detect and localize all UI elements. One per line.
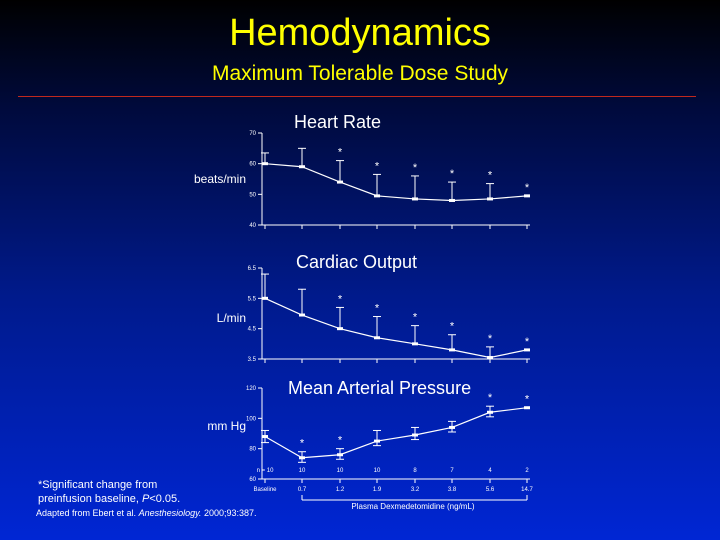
co-significance-asterisk: * bbox=[413, 312, 418, 324]
concentration-label: 3.8 bbox=[448, 487, 457, 493]
hr-significance-asterisk: * bbox=[413, 162, 418, 174]
source-journal: Anesthesiology. bbox=[138, 508, 202, 518]
co-y-tick-label: 4.5 bbox=[248, 327, 257, 333]
n-value: 10 bbox=[374, 468, 381, 474]
co-significance-asterisk: * bbox=[338, 293, 343, 305]
map-ylabel: mm Hg bbox=[207, 419, 246, 433]
footnote-suffix: <0.05. bbox=[149, 493, 181, 505]
concentration-label: 0.7 bbox=[298, 487, 307, 493]
map-data-point bbox=[299, 456, 305, 460]
map-significance-asterisk: * bbox=[525, 394, 530, 406]
map-data-point bbox=[449, 425, 455, 429]
map-y-tick-label: 60 bbox=[249, 477, 256, 483]
n-value: 2 bbox=[525, 468, 529, 474]
hr-data-point bbox=[299, 165, 305, 169]
concentration-label: 1.9 bbox=[373, 487, 382, 493]
significance-footnote: *Significant change from preinfusion bas… bbox=[38, 478, 180, 506]
map-significance-asterisk: * bbox=[488, 392, 493, 404]
source-citation: Adapted from Ebert et al. Anesthesiology… bbox=[36, 508, 257, 518]
map-significance-asterisk: * bbox=[338, 435, 343, 447]
map-y-tick-label: 120 bbox=[246, 386, 257, 392]
map-data-point bbox=[374, 439, 380, 443]
hr-data-point bbox=[412, 197, 418, 201]
concentration-label: 14.7 bbox=[521, 487, 533, 493]
hr-significance-asterisk: * bbox=[488, 170, 493, 182]
co-data-point bbox=[524, 348, 530, 352]
map-significance-asterisk: * bbox=[300, 438, 305, 450]
hr-y-tick-label: 60 bbox=[249, 162, 256, 168]
hr-y-tick-label: 70 bbox=[249, 131, 256, 137]
baseline-label: Baseline bbox=[253, 487, 277, 493]
co-data-point bbox=[337, 327, 343, 331]
hr-y-tick-label: 50 bbox=[249, 192, 256, 198]
slide-title: Hemodynamics bbox=[229, 12, 491, 54]
map-data-point bbox=[412, 433, 418, 437]
hr-significance-asterisk: * bbox=[450, 168, 455, 180]
source-prefix: Adapted from Ebert et al. bbox=[36, 508, 139, 518]
hr-data-point bbox=[337, 180, 343, 184]
co-data-point bbox=[487, 355, 493, 359]
co-significance-asterisk: * bbox=[488, 333, 493, 345]
footnote-prefix: preinfusion baseline, bbox=[38, 493, 142, 505]
n-label: n = 10 bbox=[257, 468, 275, 474]
map-title: Mean Arterial Pressure bbox=[288, 378, 472, 398]
map-data-point bbox=[524, 406, 530, 410]
footnote-p: P bbox=[141, 493, 150, 505]
map-data-point bbox=[262, 435, 268, 439]
n-value: 10 bbox=[337, 468, 344, 474]
hr-data-point bbox=[374, 194, 380, 198]
co-y-tick-label: 5.5 bbox=[248, 296, 257, 302]
n-value: 7 bbox=[450, 468, 454, 474]
n-value: 4 bbox=[488, 468, 492, 474]
footnote-line-2: preinfusion baseline, P<0.05. bbox=[38, 492, 180, 506]
hr-series-line bbox=[264, 163, 528, 202]
hr-data-point bbox=[449, 198, 455, 202]
co-y-tick-label: 6.5 bbox=[248, 266, 257, 272]
hr-significance-asterisk: * bbox=[375, 160, 380, 172]
map-y-tick-label: 80 bbox=[249, 447, 256, 453]
concentration-label: 3.2 bbox=[411, 487, 420, 493]
title-divider bbox=[18, 96, 696, 97]
hr-significance-asterisk: * bbox=[525, 182, 530, 194]
slide-subtitle: Maximum Tolerable Dose Study bbox=[211, 62, 509, 85]
heart-rate-title: Heart Rate bbox=[294, 112, 382, 132]
source-suffix: 2000;93:387. bbox=[201, 508, 257, 518]
co-significance-asterisk: * bbox=[375, 303, 380, 315]
co-data-point bbox=[299, 313, 305, 317]
co-data-point bbox=[449, 348, 455, 352]
co-significance-asterisk: * bbox=[450, 321, 455, 333]
x-axis-title: Plasma Dexmedetomidine (ng/mL) bbox=[351, 502, 475, 511]
co-significance-asterisk: * bbox=[525, 336, 530, 348]
hr-data-point bbox=[487, 197, 493, 201]
hr-y-tick-label: 40 bbox=[249, 223, 256, 229]
co-data-point bbox=[412, 342, 418, 346]
heart-rate-ylabel: beats/min bbox=[193, 172, 246, 186]
n-value: 8 bbox=[413, 468, 417, 474]
co-data-point bbox=[374, 336, 380, 340]
map-data-point bbox=[487, 410, 493, 414]
hr-data-point bbox=[262, 162, 268, 166]
co-data-point bbox=[262, 296, 268, 300]
map-series-line bbox=[264, 407, 528, 459]
cardiac-output-ylabel: L/min bbox=[216, 311, 246, 325]
concentration-label: 5.6 bbox=[486, 487, 495, 493]
hr-significance-asterisk: * bbox=[338, 147, 343, 159]
cardiac-output-title: Cardiac Output bbox=[296, 252, 418, 272]
n-value: 10 bbox=[299, 468, 306, 474]
co-series-line bbox=[264, 297, 528, 359]
co-y-tick-label: 3.5 bbox=[248, 357, 257, 363]
footnote-line-1: *Significant change from bbox=[38, 479, 158, 491]
map-data-point bbox=[337, 453, 343, 457]
concentration-label: 1.2 bbox=[336, 487, 345, 493]
hr-data-point bbox=[524, 194, 530, 198]
map-y-tick-label: 100 bbox=[246, 416, 257, 422]
